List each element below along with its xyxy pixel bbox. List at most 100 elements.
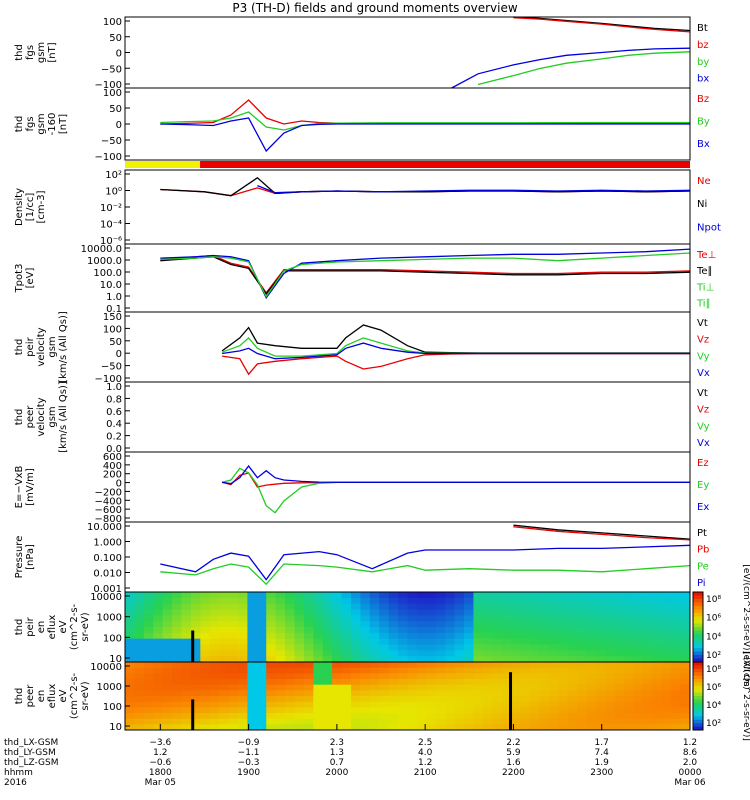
x-tick-value: 2100 [414,768,437,778]
y-tick-label: 0 [116,120,122,131]
spectrogram-cell [652,690,663,697]
spectrogram-cell [332,718,343,725]
spectrogram-cell [492,638,503,645]
spectrogram-cell [435,644,446,651]
spectrogram-cell [153,638,164,645]
spectrogram-cell [407,627,418,634]
y-tick-label: 1000 [97,613,122,624]
spectrogram-cell [416,609,427,616]
spectrogram-cell [633,644,644,651]
spectrogram-cell [492,621,503,628]
spectrogram-cell [614,701,625,708]
spectrogram-cell [266,673,277,680]
spectrogram-cell [294,632,305,640]
spectrogram-cell [303,592,314,599]
spectrogram-cell [228,638,239,645]
spectrogram-cell [285,679,295,686]
spectrogram-cell [341,650,352,657]
spectrogram-cell [577,632,587,640]
y-axis-label-line: eflux [47,615,58,640]
spectrogram-cell [369,718,380,725]
spectrogram-cell [492,632,503,640]
spectrogram-cell [501,667,512,674]
y-tick-label: 0.010 [93,569,122,580]
spectrogram-cell [633,724,644,731]
spectrogram-cell [492,667,503,674]
spectrogram-cell [539,609,550,616]
spectrogram-cell [482,597,493,605]
spectrogram-cell [614,609,625,616]
x-tick-value: 1.7 [595,738,609,748]
spectrogram-cell [482,684,493,691]
colorbar-segment [693,634,703,638]
y-axis-label-line: velocity [36,397,47,436]
spectrogram-cell [642,632,653,640]
spectrogram-cell [548,684,559,691]
spectrogram-cell [473,713,484,720]
spectrogram-cell [482,615,493,622]
spectrogram-cell [558,644,569,651]
spectrogram-cell [595,667,606,674]
spectrogram-cell [134,707,145,714]
spectrogram-cell [228,718,239,725]
spectrogram-cell [369,609,380,616]
spectrogram-cell [558,603,569,610]
spectrogram-cell [266,696,277,703]
spectrogram-cell [153,627,164,634]
spectrogram-cell [595,656,606,663]
x-tick-value: −0.6 [149,758,171,768]
spectrogram-cell [181,684,192,691]
spectrogram-cell [642,718,653,725]
series-line-Vx [222,342,690,360]
spectrogram-cell [492,662,503,669]
spectrogram-cell [661,690,672,697]
spectrogram-cell [652,718,663,725]
spectrogram-cell [125,650,135,657]
spectrogram-cell [190,724,201,731]
spectrogram-cell [153,690,164,697]
spectrogram-cell [238,644,248,651]
spectrogram-cell [529,644,540,651]
spectrogram-cell [228,673,239,680]
spectrogram-cell [501,701,512,708]
spectrogram-cell [379,684,390,691]
spectrogram-cell [285,627,295,634]
spectrogram-cell [209,650,220,657]
spectrogram-cell [445,650,456,657]
spectrogram-cell [172,597,182,605]
spectrogram-cell [153,673,164,680]
spectrogram-cell [256,673,267,680]
spectrogram-cell [219,701,230,708]
spectrogram-cell [247,701,258,708]
spectrogram-cell [529,656,540,663]
spectrogram-cell [294,667,305,674]
y-tick-label: 100 [103,88,122,99]
colorbar-segment [693,648,703,652]
spectrogram-cell [577,713,587,720]
legend-Vz: Vz [697,405,709,416]
spectrogram-cell [351,603,361,610]
spectrogram-cell [172,627,182,634]
spectrogram-cell [577,667,587,674]
spectrogram-cell [633,627,644,634]
spectrogram-cell [633,615,644,622]
spectrogram-cell [567,724,578,731]
series-line-Npot [257,184,691,194]
spectrogram-cell [294,603,305,610]
spectrogram-cell [539,707,550,714]
spectrogram-cell [313,701,324,708]
colorbar-segment [693,655,703,659]
spectrogram-cell [407,684,418,691]
spectrogram-cell [595,673,606,680]
spectrogram-cell [539,713,550,720]
spectrogram-cell [228,707,239,714]
spectrogram-cell [238,690,248,697]
spectrogram-cell [661,713,672,720]
spectrogram-cell [445,662,456,669]
spectrogram-cell [341,673,352,680]
data-gap-bar [191,699,195,730]
spectrogram-cell [671,644,682,651]
spectrogram-cell [172,679,182,686]
spectrogram-cell [285,603,295,610]
